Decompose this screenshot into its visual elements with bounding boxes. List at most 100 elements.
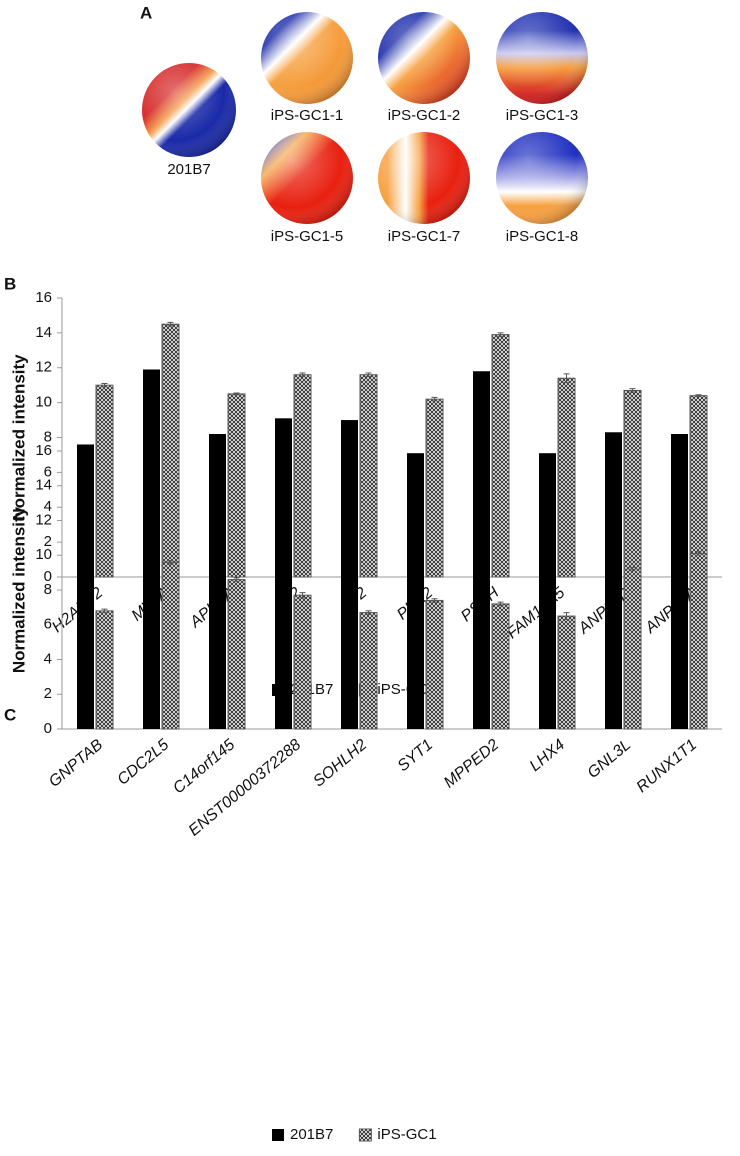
bar: [671, 517, 688, 729]
y-axis-label: Normalized intensity: [9, 354, 28, 521]
bar: [557, 615, 576, 730]
y-axis-label: Normalized intensity: [9, 506, 28, 673]
bar: [473, 565, 490, 729]
error-bar: [101, 382, 108, 388]
y-tick-label: 2: [44, 685, 52, 702]
x-tick-label: ENST00000372288: [186, 736, 305, 839]
error-bar: [167, 559, 174, 565]
legend-label: iPS-GC1: [377, 1126, 436, 1143]
bar: [557, 377, 576, 578]
panel-label: C: [4, 705, 16, 724]
bar: [605, 530, 622, 729]
x-tick-label: CDC2L5: [114, 736, 172, 789]
error-bar: [629, 388, 636, 393]
x-tick-label: SOHLH2: [310, 736, 370, 790]
bar: [293, 374, 312, 578]
bar: [623, 568, 642, 730]
bar: [341, 420, 358, 577]
y-tick-label: 16: [35, 289, 52, 306]
x-tick-label: GNPTAB: [46, 736, 107, 791]
legend-swatch: [272, 1129, 284, 1141]
bar: [77, 444, 94, 577]
bar: [425, 398, 444, 578]
sphere-shade: [261, 132, 353, 224]
bar: [161, 561, 180, 730]
error-bar: [497, 601, 504, 607]
y-tick-label: 12: [35, 511, 52, 528]
error-bar: [233, 392, 240, 396]
error-bar: [233, 577, 240, 582]
sphere-shade: [496, 12, 588, 104]
panel-label: B: [4, 274, 16, 293]
sample-label: iPS-GC1-5: [271, 228, 344, 245]
error-bar: [299, 372, 306, 377]
y-tick-label: 0: [44, 720, 52, 737]
y-tick-label: 4: [44, 650, 52, 667]
bar: [143, 517, 160, 729]
sphere-shade: [378, 132, 470, 224]
error-bar: [563, 373, 570, 384]
panel-label: A: [140, 3, 152, 22]
bar: [491, 334, 510, 578]
bar: [491, 603, 510, 730]
bar: [275, 544, 292, 729]
y-tick-label: 6: [44, 616, 52, 633]
x-tick-label: RUNX1T1: [634, 736, 701, 796]
error-bar: [431, 396, 438, 402]
bar: [77, 562, 94, 729]
bar: [359, 612, 378, 730]
bar: [473, 371, 490, 577]
x-tick-label: MPPED2: [441, 736, 502, 791]
y-tick-label: 6: [44, 463, 52, 480]
error-bar: [695, 394, 702, 398]
bar: [227, 393, 246, 578]
legend-label: 201B7: [290, 1126, 333, 1143]
sample-label: iPS-GC1-3: [506, 107, 579, 124]
bar: [227, 579, 246, 730]
bar: [161, 323, 180, 578]
y-tick-label: 2: [44, 533, 52, 550]
bar: [539, 574, 556, 729]
y-tick-label: 10: [35, 394, 52, 411]
bar: [689, 395, 708, 578]
sample-label: iPS-GC1-1: [271, 107, 344, 124]
error-bar: [629, 566, 636, 572]
x-tick-label: C14orf145: [170, 736, 238, 797]
bar: [689, 553, 708, 730]
bar: [359, 374, 378, 578]
y-tick-label: 0: [44, 568, 52, 585]
y-tick-label: 16: [35, 442, 52, 459]
sphere-shade: [261, 12, 353, 104]
sphere-group: 201B7 iPS-GC1-1 iPS-GC1-2 iPS-GC1-3 iPS-…: [142, 12, 588, 245]
y-tick-label: 14: [35, 324, 52, 341]
error-bar: [365, 372, 372, 377]
bar: [407, 453, 424, 577]
error-bar: [299, 592, 306, 599]
bar: [425, 599, 444, 730]
bar: [95, 610, 114, 730]
x-tick-label: SYT1: [395, 736, 437, 775]
y-tick-label: 8: [44, 581, 52, 598]
sample-label: iPS-GC1-8: [506, 228, 579, 245]
x-tick-label: LHX4: [527, 736, 569, 775]
sample-label: iPS-GC1-2: [388, 107, 461, 124]
sphere-shade: [496, 132, 588, 224]
sphere-shade: [378, 12, 470, 104]
x-tick-label: GNL3L: [585, 736, 635, 782]
bar: [539, 453, 556, 577]
bar: [95, 384, 114, 578]
error-bar: [563, 612, 570, 621]
error-bar: [695, 551, 702, 556]
bar: [209, 520, 226, 729]
error-bar: [167, 321, 174, 327]
error-bar: [365, 610, 372, 615]
sample-label: 201B7: [167, 161, 210, 178]
bar: [275, 418, 292, 577]
sample-label: iPS-GC1-7: [388, 228, 461, 245]
y-tick-label: 8: [44, 428, 52, 445]
error-bar: [101, 608, 108, 614]
y-tick-label: 4: [44, 498, 52, 515]
error-bar: [431, 598, 438, 603]
bar: [341, 556, 358, 729]
bar: [293, 594, 312, 730]
